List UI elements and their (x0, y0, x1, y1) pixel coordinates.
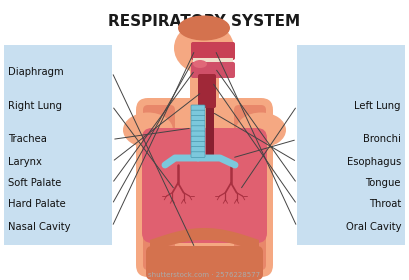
Text: Trachea: Trachea (8, 134, 47, 144)
FancyBboxPatch shape (191, 147, 205, 152)
Ellipse shape (123, 113, 173, 148)
FancyBboxPatch shape (191, 121, 205, 126)
FancyBboxPatch shape (146, 246, 263, 280)
FancyBboxPatch shape (191, 126, 205, 132)
FancyBboxPatch shape (234, 105, 266, 270)
Text: Throat: Throat (369, 199, 401, 209)
Text: Oral Cavity: Oral Cavity (346, 222, 401, 232)
Text: Soft Palate: Soft Palate (8, 178, 61, 188)
Bar (4, 45, 112, 245)
FancyBboxPatch shape (195, 128, 267, 243)
Text: shutterstock.com · 2576228577: shutterstock.com · 2576228577 (148, 272, 260, 278)
Bar (206, 105, 214, 155)
Ellipse shape (174, 22, 234, 74)
Text: Bronchi: Bronchi (363, 134, 401, 144)
Ellipse shape (236, 113, 286, 148)
Text: Tongue: Tongue (366, 178, 401, 188)
Ellipse shape (211, 49, 233, 67)
Bar (193, 58, 233, 64)
Text: RESPIRATORY SYSTEM: RESPIRATORY SYSTEM (108, 14, 300, 29)
FancyBboxPatch shape (191, 105, 205, 111)
FancyBboxPatch shape (143, 105, 175, 270)
FancyBboxPatch shape (198, 74, 216, 108)
Ellipse shape (178, 15, 230, 41)
Text: Hard Palate: Hard Palate (8, 199, 66, 209)
Text: Left Lung: Left Lung (355, 101, 401, 111)
FancyBboxPatch shape (136, 98, 273, 277)
FancyBboxPatch shape (191, 136, 205, 142)
Text: Esophagus: Esophagus (347, 157, 401, 167)
Bar (190, 65, 219, 120)
Text: Larynx: Larynx (8, 157, 42, 167)
FancyBboxPatch shape (191, 110, 205, 116)
FancyBboxPatch shape (191, 141, 205, 147)
Text: Nasal Cavity: Nasal Cavity (8, 222, 70, 232)
Ellipse shape (193, 60, 207, 68)
FancyBboxPatch shape (142, 128, 214, 243)
FancyBboxPatch shape (191, 42, 235, 60)
FancyBboxPatch shape (191, 131, 205, 137)
FancyBboxPatch shape (191, 62, 235, 78)
Text: Right Lung: Right Lung (8, 101, 62, 111)
FancyBboxPatch shape (191, 115, 205, 121)
Text: Diaphragm: Diaphragm (8, 67, 64, 77)
FancyBboxPatch shape (191, 152, 205, 158)
Bar (297, 45, 405, 245)
